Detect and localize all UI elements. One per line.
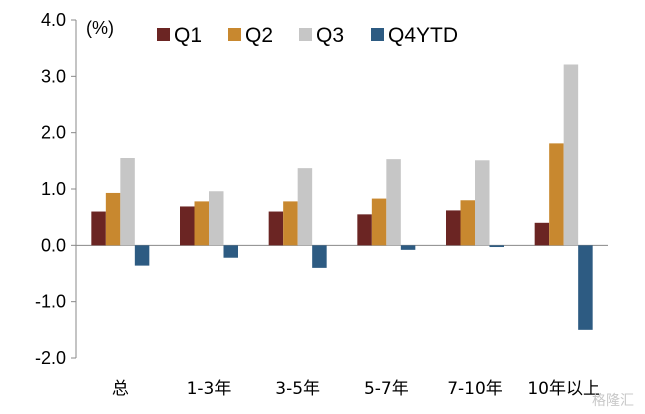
x-category-label: 总 bbox=[112, 379, 129, 399]
bar-q4ytd-1 bbox=[223, 245, 238, 258]
bar-q3-4 bbox=[475, 160, 490, 246]
y-tick-label: 2.0 bbox=[41, 123, 66, 143]
y-tick-label: 0.0 bbox=[41, 235, 66, 255]
bar-q4ytd-4 bbox=[489, 245, 504, 248]
axes bbox=[75, 20, 608, 358]
x-category-label: 3-5年 bbox=[275, 379, 320, 399]
x-category-label: 7-10年 bbox=[447, 379, 503, 399]
bar-q1-2 bbox=[268, 211, 284, 246]
y-tick-label: -2.0 bbox=[35, 348, 66, 368]
bar-q3-1 bbox=[209, 191, 224, 246]
bar-q1-4 bbox=[446, 210, 461, 246]
bar-q4ytd-2 bbox=[312, 245, 327, 268]
legend-label-q4ytd: Q4YTD bbox=[388, 24, 458, 47]
legend-swatch-q4ytd bbox=[371, 28, 384, 41]
bar-q2-3 bbox=[371, 198, 387, 246]
bar-q3-2 bbox=[297, 168, 313, 246]
x-category-label: 5-7年 bbox=[364, 379, 409, 399]
bar-q1-0 bbox=[91, 211, 106, 246]
bar-q1-1 bbox=[180, 206, 195, 246]
y-ticks: 4.0 3.0 2.0 1.0 0.0 -1.0 -2.0 bbox=[35, 10, 76, 368]
x-category-label: 1-3年 bbox=[187, 379, 232, 399]
bar-q3-5 bbox=[563, 64, 579, 246]
legend-label-q2: Q2 bbox=[245, 24, 273, 47]
category-labels: 总 1-3年 3-5年 5-7年 7-10年 10年以上 bbox=[112, 379, 600, 399]
bar-q2-1 bbox=[194, 201, 209, 246]
bar-q3-0 bbox=[120, 158, 135, 246]
bar-q3-3 bbox=[386, 159, 401, 246]
bar-q1-5 bbox=[534, 222, 550, 246]
legend-swatch-q2 bbox=[228, 28, 241, 41]
legend-label-q3: Q3 bbox=[316, 24, 344, 47]
y-tick-label: 1.0 bbox=[41, 179, 66, 199]
legend: Q1 Q2 Q3 Q4YTD bbox=[157, 24, 458, 47]
y-tick-label: 3.0 bbox=[41, 66, 66, 86]
legend-swatch-q1 bbox=[157, 28, 170, 41]
bars bbox=[91, 64, 593, 330]
y-tick-label: -1.0 bbox=[35, 292, 66, 312]
bar-q4ytd-5 bbox=[578, 245, 593, 330]
bar-q4ytd-0 bbox=[134, 245, 150, 266]
y-tick-label: 4.0 bbox=[41, 10, 66, 30]
bar-q2-0 bbox=[105, 192, 121, 246]
bar-q2-5 bbox=[549, 143, 564, 246]
bar-q1-3 bbox=[357, 214, 372, 246]
legend-swatch-q3 bbox=[299, 28, 312, 41]
watermark-text: 格隆汇 bbox=[592, 393, 634, 409]
x-category-label: 10年以上 bbox=[527, 379, 600, 399]
bar-q2-4 bbox=[460, 200, 475, 246]
bar-q2-2 bbox=[283, 201, 298, 246]
y-unit-label: (%) bbox=[86, 18, 114, 38]
bar-q4ytd-3 bbox=[400, 245, 416, 250]
legend-label-q1: Q1 bbox=[174, 24, 202, 47]
